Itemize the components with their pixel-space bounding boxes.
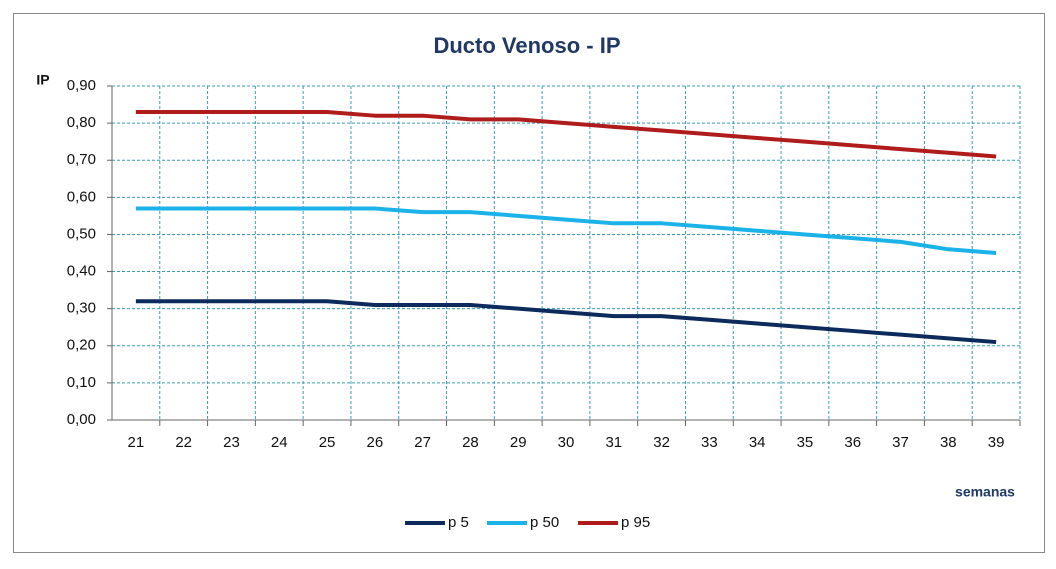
legend-label: p 95 xyxy=(621,514,650,531)
y-tick-label: 0,10 xyxy=(67,374,96,391)
y-tick-label: 0,90 xyxy=(67,77,96,94)
x-tick-label: 38 xyxy=(940,434,957,451)
y-tick-label: 0,80 xyxy=(67,114,96,131)
x-tick-label: 21 xyxy=(128,434,145,451)
x-tick-label: 35 xyxy=(797,434,814,451)
x-tick-label: 30 xyxy=(558,434,575,451)
legend-label: p 50 xyxy=(530,514,559,531)
x-tick-label: 39 xyxy=(988,434,1005,451)
x-tick-label: 36 xyxy=(844,434,861,451)
x-tick-label: 33 xyxy=(701,434,718,451)
x-tick-label: 27 xyxy=(414,434,431,451)
x-tick-label: 29 xyxy=(510,434,527,451)
y-axis-title: IP xyxy=(36,72,49,88)
x-tick-label: 22 xyxy=(175,434,192,451)
series-line xyxy=(135,109,997,159)
x-tick-label: 26 xyxy=(366,434,383,451)
chart-border xyxy=(13,13,1045,553)
x-tick-label: 34 xyxy=(749,434,766,451)
x-tick-label: 32 xyxy=(653,434,670,451)
y-tick-label: 0,70 xyxy=(67,151,96,168)
x-tick-label: 25 xyxy=(319,434,336,451)
x-tick-label: 24 xyxy=(271,434,288,451)
y-tick-label: 0,50 xyxy=(67,225,96,242)
y-tick-label: 0,40 xyxy=(67,263,96,280)
chart-title: Ducto Venoso - IP xyxy=(433,33,620,58)
x-tick-label: 31 xyxy=(605,434,622,451)
x-axis-title: semanas xyxy=(955,484,1015,500)
x-tick-label: 37 xyxy=(892,434,909,451)
y-tick-label: 0,00 xyxy=(67,411,96,428)
series-line xyxy=(135,206,997,255)
legend-label: p 5 xyxy=(448,514,469,531)
x-tick-label: 23 xyxy=(223,434,240,451)
y-tick-label: 0,60 xyxy=(67,188,96,205)
y-tick-label: 0,20 xyxy=(67,337,96,354)
x-tick-label: 28 xyxy=(462,434,479,451)
y-tick-label: 0,30 xyxy=(67,300,96,317)
series-line xyxy=(135,299,997,345)
